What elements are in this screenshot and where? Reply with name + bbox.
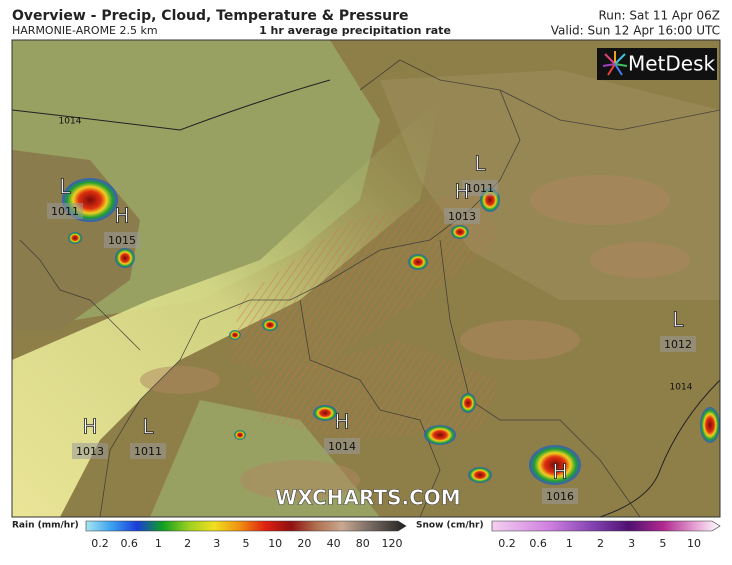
pressure-value: 1011 — [134, 445, 162, 458]
pressure-center-type: L — [474, 152, 486, 176]
snow-tick-label: 2 — [597, 537, 604, 550]
pressure-center-type: L — [672, 308, 684, 332]
pressure-label-box — [542, 488, 578, 504]
rain-tick-label: 10 — [268, 537, 282, 550]
rain-legend-title: Rain (mm/hr) — [12, 521, 79, 531]
run-time: Run: Sat 11 Apr 06Z — [598, 9, 720, 23]
brand-logo — [602, 51, 628, 76]
pressure-value: 1014 — [328, 440, 356, 453]
snow-colorbar — [491, 520, 721, 532]
rain-tick-label: 40 — [327, 537, 341, 550]
pressure-center-type: H — [82, 415, 97, 439]
isobar-label: 1014 — [670, 383, 693, 393]
rain-tick-label: 1 — [155, 537, 162, 550]
rain-tick-label: 0.6 — [120, 537, 138, 550]
pressure-value: 1015 — [108, 234, 136, 247]
pressure-label-box — [660, 336, 696, 352]
model: HARMONIE-AROME 2.5 km — [12, 24, 158, 37]
pressure-value: 1011 — [466, 182, 494, 195]
snow-tick-label: 0.2 — [498, 537, 516, 550]
pressure-center-type: L — [59, 175, 71, 199]
snow-tick-label: 1 — [566, 537, 573, 550]
pressure-label-box — [104, 232, 140, 248]
watermark: WXCHARTS.COM — [275, 486, 460, 510]
isobar-label: 1014 — [59, 117, 82, 127]
pressure-center-type: H — [454, 180, 469, 204]
rain-tick-label: 2 — [184, 537, 191, 550]
pressure-center-type: L — [142, 415, 154, 439]
pressure-center-type: H — [334, 410, 349, 434]
title: Overview - Precip, Cloud, Temperature & … — [12, 8, 409, 24]
pressure-label-box — [47, 203, 83, 219]
map-frame — [11, 39, 721, 518]
rain-tick-label: 0.2 — [91, 537, 109, 550]
rain-tick-label: 3 — [213, 537, 220, 550]
snow-tick-label: 0.6 — [529, 537, 547, 550]
rain-tick-label: 120 — [382, 537, 403, 550]
pressure-label-box — [324, 438, 360, 454]
pressure-value: 1013 — [76, 445, 104, 458]
pressure-center-type: H — [114, 204, 129, 228]
pressure-label-box — [462, 180, 498, 196]
pressure-label-box — [444, 208, 480, 224]
snow-tick-label: 10 — [687, 537, 701, 550]
snow-tick-label: 3 — [628, 537, 635, 550]
brand-name: MetDesk — [628, 52, 716, 76]
pressure-value: 1011 — [51, 205, 79, 218]
snow-legend-title: Snow (cm/hr) — [416, 521, 484, 531]
field: 1 hr average precipitation rate — [259, 24, 451, 37]
pressure-value: 1012 — [664, 338, 692, 351]
pressure-label-box — [130, 443, 166, 459]
rain-colorbar — [85, 520, 407, 532]
rain-tick-label: 5 — [243, 537, 250, 550]
valid-time: Valid: Sun 12 Apr 16:00 UTC — [551, 24, 720, 38]
rain-tick-label: 20 — [297, 537, 311, 550]
pressure-label-box — [72, 443, 108, 459]
pressure-center-type: H — [552, 460, 567, 484]
snow-tick-label: 5 — [659, 537, 666, 550]
pressure-value: 1013 — [448, 210, 476, 223]
rain-tick-label: 80 — [356, 537, 370, 550]
pressure-value: 1016 — [546, 490, 574, 503]
